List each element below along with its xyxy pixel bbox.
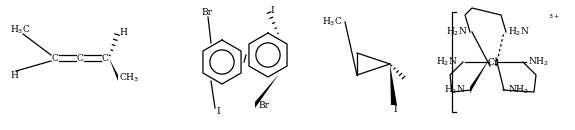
Text: C: C <box>102 54 109 63</box>
Text: CH$_3$: CH$_3$ <box>119 72 139 84</box>
Text: Br: Br <box>201 8 213 17</box>
Text: H$_2$N: H$_2$N <box>446 26 468 38</box>
Polygon shape <box>470 58 490 93</box>
Text: Cr: Cr <box>488 57 499 67</box>
Text: C: C <box>52 54 59 63</box>
Text: I: I <box>270 5 274 15</box>
Polygon shape <box>109 58 118 81</box>
Text: Br: Br <box>258 100 269 109</box>
Text: H$_2$N: H$_2$N <box>444 84 466 96</box>
Text: $^{3+}$: $^{3+}$ <box>548 14 560 22</box>
Text: NH$_2$: NH$_2$ <box>528 56 549 68</box>
Text: NH$_2$: NH$_2$ <box>508 84 529 96</box>
Polygon shape <box>255 74 279 108</box>
Text: I: I <box>216 108 220 116</box>
Text: C: C <box>76 54 83 63</box>
Text: I: I <box>393 106 397 115</box>
Polygon shape <box>390 64 397 105</box>
Text: H: H <box>119 28 127 37</box>
Text: H$_3$C: H$_3$C <box>323 16 343 28</box>
Text: H$_2$N: H$_2$N <box>508 26 530 38</box>
Text: H: H <box>10 70 18 80</box>
Text: H$_2$N: H$_2$N <box>436 56 458 68</box>
Text: H$_3$C: H$_3$C <box>10 24 30 36</box>
